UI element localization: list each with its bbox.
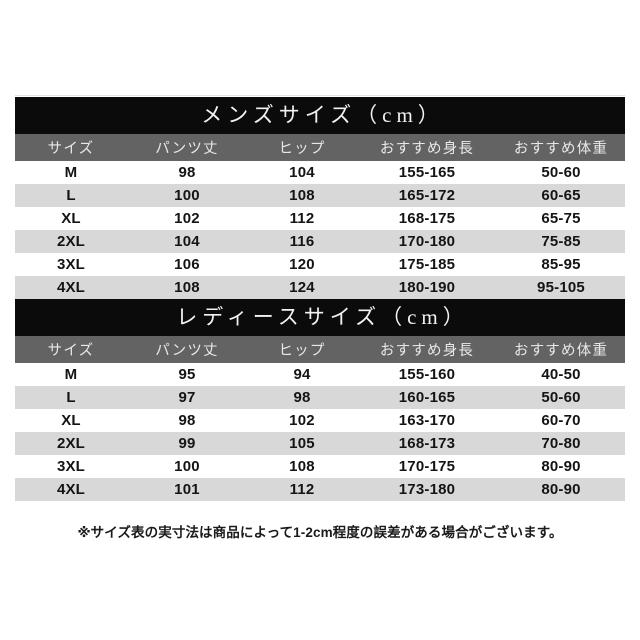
column-header-cell: パンツ丈 <box>127 336 247 363</box>
column-header-row: サイズ パンツ丈 ヒップ おすすめ身長 おすすめ体重 <box>15 336 626 363</box>
table-row: XL 98 102 163-170 60-70 <box>15 409 626 432</box>
measurement-cell: 99 <box>127 432 247 455</box>
measurement-cell: 108 <box>247 184 357 207</box>
column-header-row: サイズ パンツ丈 ヒップ おすすめ身長 おすすめ体重 <box>15 134 626 161</box>
measurement-cell: 102 <box>247 409 357 432</box>
section-title: メンズサイズ（cm） <box>201 103 444 127</box>
measurement-cell: 163-170 <box>357 409 497 432</box>
column-header-cell: おすすめ身長 <box>357 134 497 161</box>
measurement-cell: 100 <box>127 184 247 207</box>
measurement-cell: 112 <box>247 478 357 501</box>
measurement-cell: 170-180 <box>357 230 497 253</box>
table-row: 2XL 104 116 170-180 75-85 <box>15 230 626 253</box>
size-cell: XL <box>15 409 127 432</box>
measurement-cell: 80-90 <box>497 455 626 478</box>
measurement-cell: 85-95 <box>497 253 626 276</box>
column-header-cell: ヒップ <box>247 134 357 161</box>
size-cell: L <box>15 386 127 409</box>
measurement-cell: 95 <box>127 363 247 386</box>
measurement-cell: 50-60 <box>497 386 626 409</box>
measurement-cell: 108 <box>247 455 357 478</box>
table-row: M 95 94 155-160 40-50 <box>15 363 626 386</box>
size-cell: L <box>15 184 127 207</box>
table-row: XL 102 112 168-175 65-75 <box>15 207 626 230</box>
measurement-cell: 165-172 <box>357 184 497 207</box>
table-row: M 98 104 155-165 50-60 <box>15 161 626 184</box>
measurement-cell: 155-160 <box>357 363 497 386</box>
measurement-cell: 95-105 <box>497 276 626 299</box>
size-chart-note: ※サイズ表の実寸法は商品によって1-2cm程度の誤差がある場合がございます。 <box>77 525 563 540</box>
top-divider <box>15 95 625 96</box>
table-row: L 100 108 165-172 60-65 <box>15 184 626 207</box>
measurement-cell: 60-65 <box>497 184 626 207</box>
table-row: L 97 98 160-165 50-60 <box>15 386 626 409</box>
measurement-cell: 105 <box>247 432 357 455</box>
measurement-cell: 106 <box>127 253 247 276</box>
section-title-row: メンズサイズ（cm） <box>15 97 626 134</box>
measurement-cell: 98 <box>247 386 357 409</box>
measurement-cell: 170-175 <box>357 455 497 478</box>
measurement-cell: 75-85 <box>497 230 626 253</box>
measurement-cell: 180-190 <box>357 276 497 299</box>
size-cell: M <box>15 363 127 386</box>
measurement-cell: 104 <box>127 230 247 253</box>
measurement-cell: 60-70 <box>497 409 626 432</box>
measurement-cell: 97 <box>127 386 247 409</box>
measurement-cell: 80-90 <box>497 478 626 501</box>
section-title-cell: レディースサイズ（cm） <box>15 299 626 336</box>
measurement-cell: 112 <box>247 207 357 230</box>
measurement-cell: 124 <box>247 276 357 299</box>
table-row: 3XL 100 108 170-175 80-90 <box>15 455 626 478</box>
measurement-cell: 175-185 <box>357 253 497 276</box>
column-header-cell: サイズ <box>15 336 127 363</box>
measurement-cell: 173-180 <box>357 478 497 501</box>
section-title-row: レディースサイズ（cm） <box>15 299 626 336</box>
measurement-cell: 168-175 <box>357 207 497 230</box>
measurement-cell: 100 <box>127 455 247 478</box>
table-row: 4XL 108 124 180-190 95-105 <box>15 276 626 299</box>
section-title-cell: メンズサイズ（cm） <box>15 97 626 134</box>
measurement-cell: 65-75 <box>497 207 626 230</box>
size-cell: XL <box>15 207 127 230</box>
measurement-cell: 70-80 <box>497 432 626 455</box>
column-header-cell: ヒップ <box>247 336 357 363</box>
table-row: 2XL 99 105 168-173 70-80 <box>15 432 626 455</box>
size-chart-tables: メンズサイズ（cm） サイズ パンツ丈 ヒップ おすすめ身長 おすすめ体重 M 98 104 15… <box>15 97 626 501</box>
table-row: 3XL 106 120 175-185 85-95 <box>15 253 626 276</box>
size-cell: 3XL <box>15 455 127 478</box>
measurement-cell: 108 <box>127 276 247 299</box>
measurement-cell: 94 <box>247 363 357 386</box>
measurement-cell: 98 <box>127 409 247 432</box>
measurement-cell: 104 <box>247 161 357 184</box>
column-header-cell: おすすめ体重 <box>497 336 626 363</box>
measurement-cell: 120 <box>247 253 357 276</box>
size-cell: 4XL <box>15 276 127 299</box>
size-cell: 2XL <box>15 230 127 253</box>
measurement-cell: 50-60 <box>497 161 626 184</box>
column-header-cell: おすすめ身長 <box>357 336 497 363</box>
measurement-cell: 155-165 <box>357 161 497 184</box>
section-title: レディースサイズ（cm） <box>176 305 469 329</box>
measurement-cell: 102 <box>127 207 247 230</box>
measurement-cell: 160-165 <box>357 386 497 409</box>
measurement-cell: 40-50 <box>497 363 626 386</box>
measurement-cell: 101 <box>127 478 247 501</box>
size-chart-table: メンズサイズ（cm） サイズ パンツ丈 ヒップ おすすめ身長 おすすめ体重 M 98 104 15… <box>15 97 626 501</box>
measurement-cell: 168-173 <box>357 432 497 455</box>
measurement-cell: 116 <box>247 230 357 253</box>
size-cell: M <box>15 161 127 184</box>
size-cell: 3XL <box>15 253 127 276</box>
table-row: 4XL 101 112 173-180 80-90 <box>15 478 626 501</box>
column-header-cell: おすすめ体重 <box>497 134 626 161</box>
size-cell: 2XL <box>15 432 127 455</box>
size-cell: 4XL <box>15 478 127 501</box>
measurement-cell: 98 <box>127 161 247 184</box>
column-header-cell: サイズ <box>15 134 127 161</box>
column-header-cell: パンツ丈 <box>127 134 247 161</box>
